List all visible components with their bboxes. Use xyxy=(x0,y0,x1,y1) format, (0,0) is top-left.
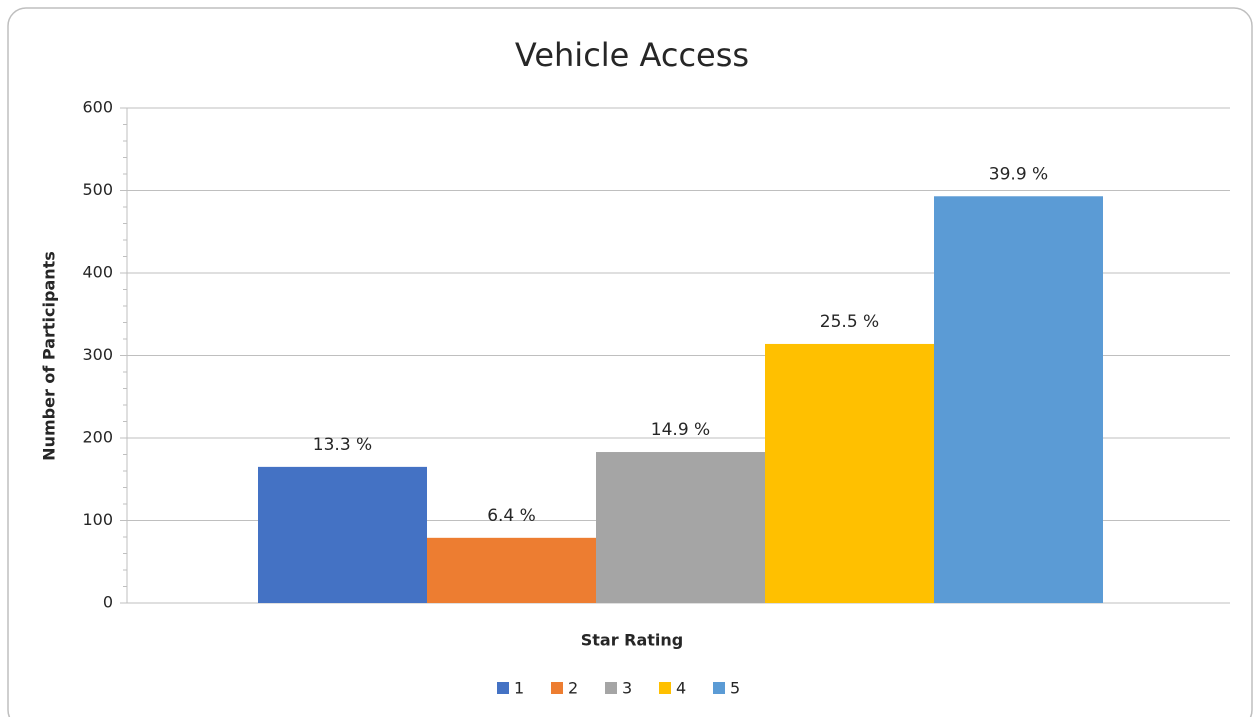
bar xyxy=(258,466,427,603)
y-tick-label: 100 xyxy=(82,510,113,529)
legend-swatch xyxy=(497,682,509,694)
bar xyxy=(765,343,934,603)
y-tick-label: 600 xyxy=(82,98,113,117)
bar xyxy=(596,452,765,603)
legend-label: 3 xyxy=(622,679,632,698)
y-tick-label: 0 xyxy=(103,593,113,612)
y-axis-title: Number of Participants xyxy=(40,251,59,461)
y-tick-label: 400 xyxy=(82,263,113,282)
y-tick-label: 200 xyxy=(82,428,113,447)
bar xyxy=(427,537,596,603)
data-label: 39.9 % xyxy=(989,164,1048,184)
legend-label: 2 xyxy=(568,679,578,698)
data-label: 13.3 % xyxy=(313,435,372,455)
bar xyxy=(934,196,1103,603)
data-label: 6.4 % xyxy=(487,506,536,526)
x-axis-title: Star Rating xyxy=(581,631,684,650)
legend-label: 5 xyxy=(730,679,740,698)
legend-label: 4 xyxy=(676,679,686,698)
legend-swatch xyxy=(551,682,563,694)
data-label: 14.9 % xyxy=(651,420,710,440)
legend-swatch xyxy=(605,682,617,694)
y-tick-label: 300 xyxy=(82,345,113,364)
legend-swatch xyxy=(713,682,725,694)
chart-title: Vehicle Access xyxy=(515,36,749,74)
y-tick-label: 500 xyxy=(82,180,113,199)
legend-swatch xyxy=(659,682,671,694)
data-label: 25.5 % xyxy=(820,312,879,332)
legend-label: 1 xyxy=(514,679,524,698)
